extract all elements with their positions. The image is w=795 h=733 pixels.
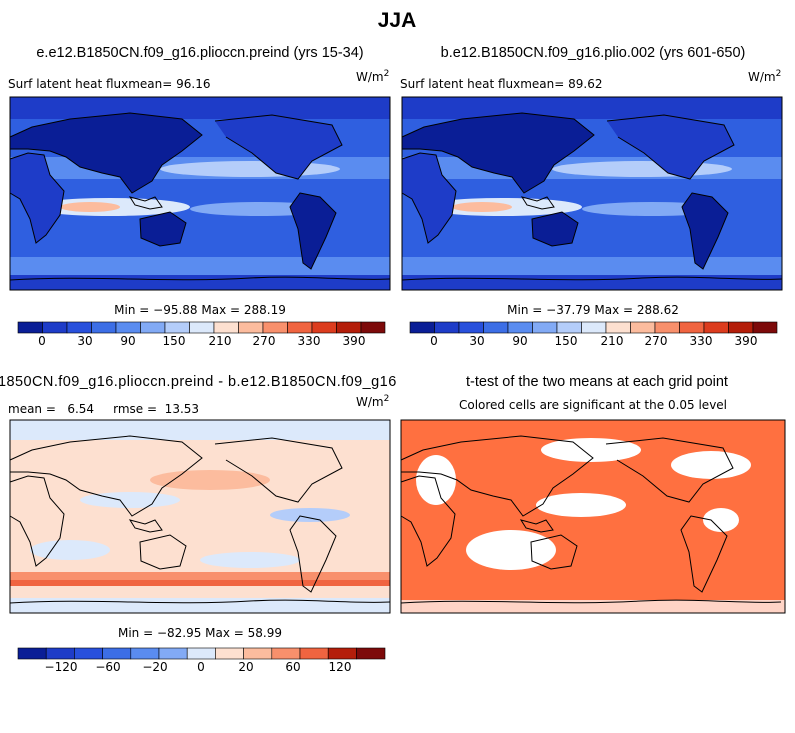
map-shape [74,647,103,660]
label: 390 [343,334,366,348]
label: 210 [601,334,624,348]
unit-exp: 2 [776,69,782,79]
panel-title: e.e12.B1850CN.f09_g16.plioccn.preind (yr… [36,45,363,61]
label: 20 [238,660,253,674]
min-max: Min = −82.95 Max = 58.99 [118,626,282,640]
panel-title: b.e12.B1850CN.f09_g16.plio.002 (yrs 601-… [441,45,746,61]
label: 390 [735,334,758,348]
map-shape [10,572,390,580]
label: 330 [298,334,321,348]
map-shape [327,647,357,660]
figure-title: JJA [378,9,417,32]
map-shape [9,96,391,291]
map-shape [10,580,390,586]
min-max: Min = −37.79 Max = 288.62 [507,303,679,317]
label: 270 [645,334,668,348]
label: 0 [197,660,205,674]
label: 30 [77,334,92,348]
map-shape [703,508,739,532]
unit-exp: 2 [384,394,390,404]
map-shape [215,647,244,660]
panel-title: e.e12.B1850CN.f09_g16.plioccn.preind - b… [0,374,455,390]
colorbar [17,647,386,660]
map-shape [10,420,390,440]
map-shape [401,96,783,291]
map-shape [299,647,329,660]
label: −60 [95,660,120,674]
unit-exp: 2 [384,69,390,79]
label: −20 [142,660,167,674]
map-shape [402,97,782,290]
map [400,419,786,614]
colorbar [17,321,386,334]
map-shape [466,530,556,570]
label: −120 [45,660,78,674]
map-shape [80,492,180,508]
map-shape [536,493,626,517]
unit: W/m2 [748,69,781,84]
panel-stat: mean = 6.54 rmse = 13.53 [8,402,199,416]
unit-base: W/m [748,70,776,84]
label: 30 [469,334,484,348]
colorbar-labels: 0 30 90 150 210 270 330 390 [38,334,365,348]
map [401,96,783,291]
panel-stat: Colored cells are significant at the 0.0… [459,398,727,412]
min-max: Min = −95.88 Max = 288.19 [114,303,286,317]
panel-stat: Surf latent heat fluxmean= 96.16 [8,77,210,91]
label: 210 [209,334,232,348]
map-shape [17,647,47,660]
label: 150 [555,334,578,348]
map [9,96,391,291]
map-shape [17,321,386,334]
map-shape [10,598,390,613]
label: 150 [163,334,186,348]
colorbar-labels: −120 −60 −20 0 20 60 120 [45,660,352,674]
panel-stat: Surf latent heat fluxmean= 89.62 [400,77,602,91]
unit: W/m2 [356,69,389,84]
map-shape [200,552,300,568]
label: 0 [38,334,46,348]
map-shape [45,647,75,660]
map-shape [270,508,350,522]
label: 90 [120,334,135,348]
map-shape [10,97,390,290]
map-shape [158,647,188,660]
title-clip: e.e12.B1850CN.f09_g16.plioccn.preind - b… [0,374,455,390]
map-shape [186,647,216,660]
map-shape [243,647,273,660]
panel-title: t-test of the two means at each grid poi… [466,374,728,390]
map-shape [671,451,751,479]
label: 90 [512,334,527,348]
map [9,419,391,614]
label: 60 [285,660,300,674]
map-shape [409,321,778,334]
map-shape [150,470,270,490]
colorbar [409,321,778,334]
map-shape [130,647,160,660]
map-shape [541,438,641,462]
map-shape [9,419,391,614]
unit-base: W/m [356,70,384,84]
map-shape [400,419,786,614]
map-shape [401,600,785,613]
map-shape [271,647,301,660]
label: 120 [329,660,352,674]
colorbar-labels: 0 30 90 150 210 270 330 390 [430,334,757,348]
map-shape [102,647,132,660]
label: 330 [690,334,713,348]
unit-base: W/m [356,395,384,409]
label: 0 [430,334,438,348]
map-shape [30,540,110,560]
label: 270 [253,334,276,348]
map-shape [356,647,386,660]
unit: W/m2 [356,394,389,409]
